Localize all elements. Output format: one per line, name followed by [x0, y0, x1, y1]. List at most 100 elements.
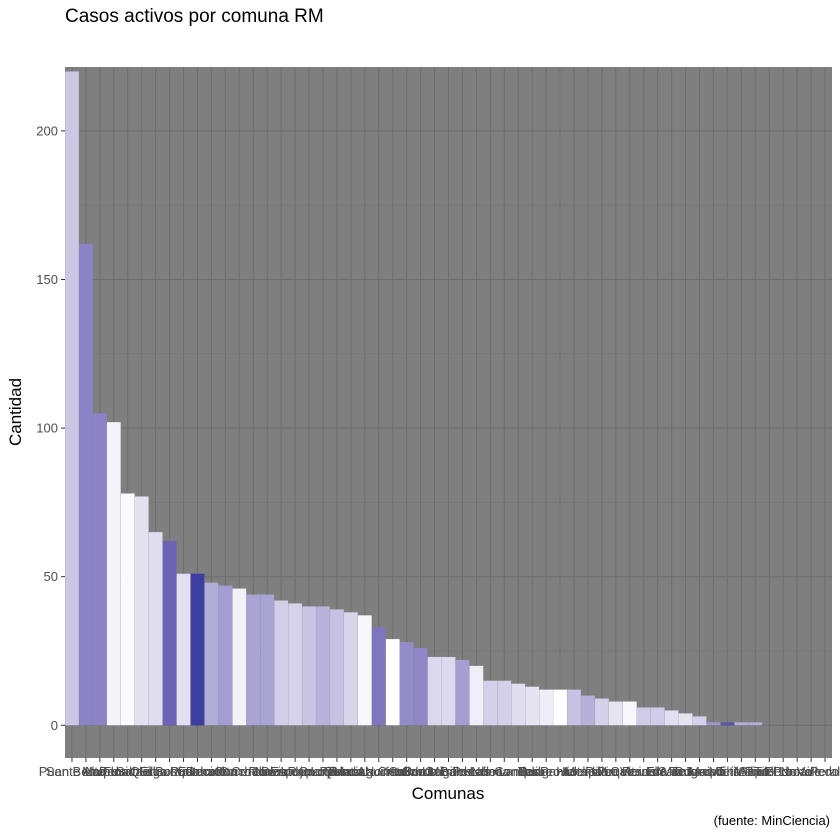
x-tick-label: Buin — [519, 764, 545, 779]
x-tick-label: Penalolen — [99, 764, 157, 779]
bar: Calera de Tango: 6 — [650, 707, 665, 726]
bar: Estacion Central: 47 — [218, 585, 233, 726]
x-tick-label: Talagante — [518, 764, 574, 779]
bar: Quilicura: 65 — [148, 532, 163, 726]
bar: Pudahuel: 51 — [190, 573, 205, 726]
x-tick-label: Huechuraba — [385, 764, 457, 779]
x-tick-label: Pudahuel — [170, 764, 225, 779]
x-tick-label: Quilicura — [130, 764, 182, 779]
x-axis-title: Comunas — [411, 784, 485, 803]
x-tick-label: Maipu — [82, 764, 117, 779]
x-tick-label: Lo Valledor — [779, 764, 840, 779]
x-tick-label: Independencia — [280, 764, 366, 779]
bar: Curacavi: 3 — [692, 716, 707, 726]
x-tick-label: Providencia — [540, 764, 609, 779]
bar: Renca: 44 — [260, 594, 275, 726]
bar: Isla de Maipo: 4 — [678, 713, 693, 726]
bar: La Pintana: 51 — [176, 573, 191, 726]
bar: El Monte: 5 — [664, 710, 679, 726]
bar: Pedro Aguirre Cerda: 33 — [371, 627, 386, 726]
x-tick-label: San Miguel — [402, 764, 467, 779]
x-tick-label: Pedro Aguirre Cerda — [320, 764, 439, 779]
x-tick-label: Peral — [810, 764, 840, 779]
x-tick-label: Vitacura — [620, 764, 668, 779]
bars: Puente Alto: 220San Bernardo: 162Maipu: … — [65, 71, 763, 726]
y-axis: 0 50 100 150 200 — [36, 123, 65, 733]
x-tick-label: Recoleta — [186, 764, 238, 779]
x-tick-label: Nunoa — [471, 764, 510, 779]
x-tick-label: Colina — [388, 764, 426, 779]
y-tick-label: 200 — [36, 123, 58, 138]
bar: Padre Hurtado: 12 — [553, 689, 567, 726]
bar: Penaflor: 20 — [469, 665, 484, 726]
bar: Tiltil: 1 — [720, 722, 735, 726]
x-tick-label: Cerrillos — [425, 764, 473, 779]
bar: Macul: 38 — [344, 612, 358, 726]
bar: La Granja: 40 — [302, 606, 316, 726]
x-tick-label: San Pedro — [739, 764, 800, 779]
bar: Puente Alto: 220 — [65, 71, 79, 726]
x-tick-label: Lo Espejo — [252, 764, 310, 779]
bar: La Cisterna: 29 — [385, 639, 400, 726]
bar: Nunoa: 15 — [483, 680, 498, 726]
bar: San Ramon: 41 — [288, 603, 302, 726]
x-tick-label: Estacion Central — [178, 764, 273, 779]
bar: El Bosque: 62 — [162, 541, 177, 726]
x-tick-label: Renca — [248, 764, 286, 779]
bar: Paine: 9 — [595, 698, 609, 726]
x-tick-label: Pirque — [597, 764, 635, 779]
bar: Las Condes: 15 — [497, 680, 512, 726]
bar: Huechuraba: 26 — [413, 648, 428, 726]
x-tick-label: Pomaire — [773, 764, 821, 779]
bar: Maria Pinto: 1 — [734, 722, 749, 726]
bar: Lampa: 14 — [511, 683, 526, 726]
x-tick-label: Quinta Normal — [323, 764, 407, 779]
x-tick-label: Paine — [585, 764, 618, 779]
x-tick-label: Curacavi — [674, 764, 725, 779]
x-tick-label: Lampa — [498, 764, 539, 779]
bar: La Reina: 8 — [622, 701, 637, 726]
bar: Cerrillos: 23 — [441, 656, 456, 726]
x-tick-label: San Jose de Maipo — [658, 764, 769, 779]
y-tick-label: 100 — [36, 421, 58, 436]
x-tick-label: Isla de Maipo — [647, 764, 724, 779]
x-tick-label: Padre Hurtado — [518, 764, 603, 779]
bar: Recoleta: 48 — [204, 582, 219, 726]
bar: Vitacura: 6 — [636, 707, 651, 726]
x-tick-label: San Bernardo — [46, 764, 126, 779]
x-tick-label: Cerro Navia — [219, 764, 289, 779]
x-tick-label: La Granja — [280, 764, 338, 779]
x-tick-label: Alhue — [739, 764, 772, 779]
x-tick-label: Penaflor — [452, 764, 501, 779]
bar: Melipilla: 10 — [581, 695, 595, 726]
x-tick-label: Las Condes — [470, 764, 540, 779]
x-tick-label: Tiltil — [716, 764, 739, 779]
bar: La Florida: 102 — [106, 422, 121, 726]
x-tick-label: San Ramon — [261, 764, 330, 779]
x-tick-label: Calera de Tango — [610, 764, 705, 779]
bar: Lo Barnechea: 22 — [455, 659, 470, 726]
x-tick-label: El Bosque — [140, 764, 199, 779]
bar: Maipu: 105 — [92, 413, 107, 726]
bar: Colina: 28 — [399, 642, 414, 726]
x-tick-label: Lo Prado — [311, 764, 364, 779]
bar: Independencia: 40 — [316, 606, 330, 726]
bar: Quinta Normal: 37 — [357, 615, 372, 726]
x-tick-label: La Florida — [85, 764, 144, 779]
x-tick-label: El Monte — [646, 764, 697, 779]
x-tick-label: Santiago — [116, 764, 167, 779]
bar: San Jose de Maipo: 1 — [706, 722, 721, 726]
x-tick-label: La Pintana — [152, 764, 215, 779]
bar: Cerro Navia: 44 — [246, 594, 261, 726]
x-tick-label: Puente Alto — [39, 764, 106, 779]
bar: San Miguel: 23 — [427, 656, 442, 726]
bar: Lo Prado: 39 — [330, 609, 344, 726]
bar: Buin: 13 — [525, 686, 540, 726]
bar: Alhue: 1 — [748, 722, 763, 726]
x-tick-label: Macul — [334, 764, 369, 779]
x-tick-label: Tiltil Norte — [754, 764, 812, 779]
source-caption: (fuente: MinCiencia) — [713, 813, 830, 828]
x-tick-label: La Cisterna — [359, 764, 426, 779]
x-tick-label: Melipilla — [564, 764, 612, 779]
